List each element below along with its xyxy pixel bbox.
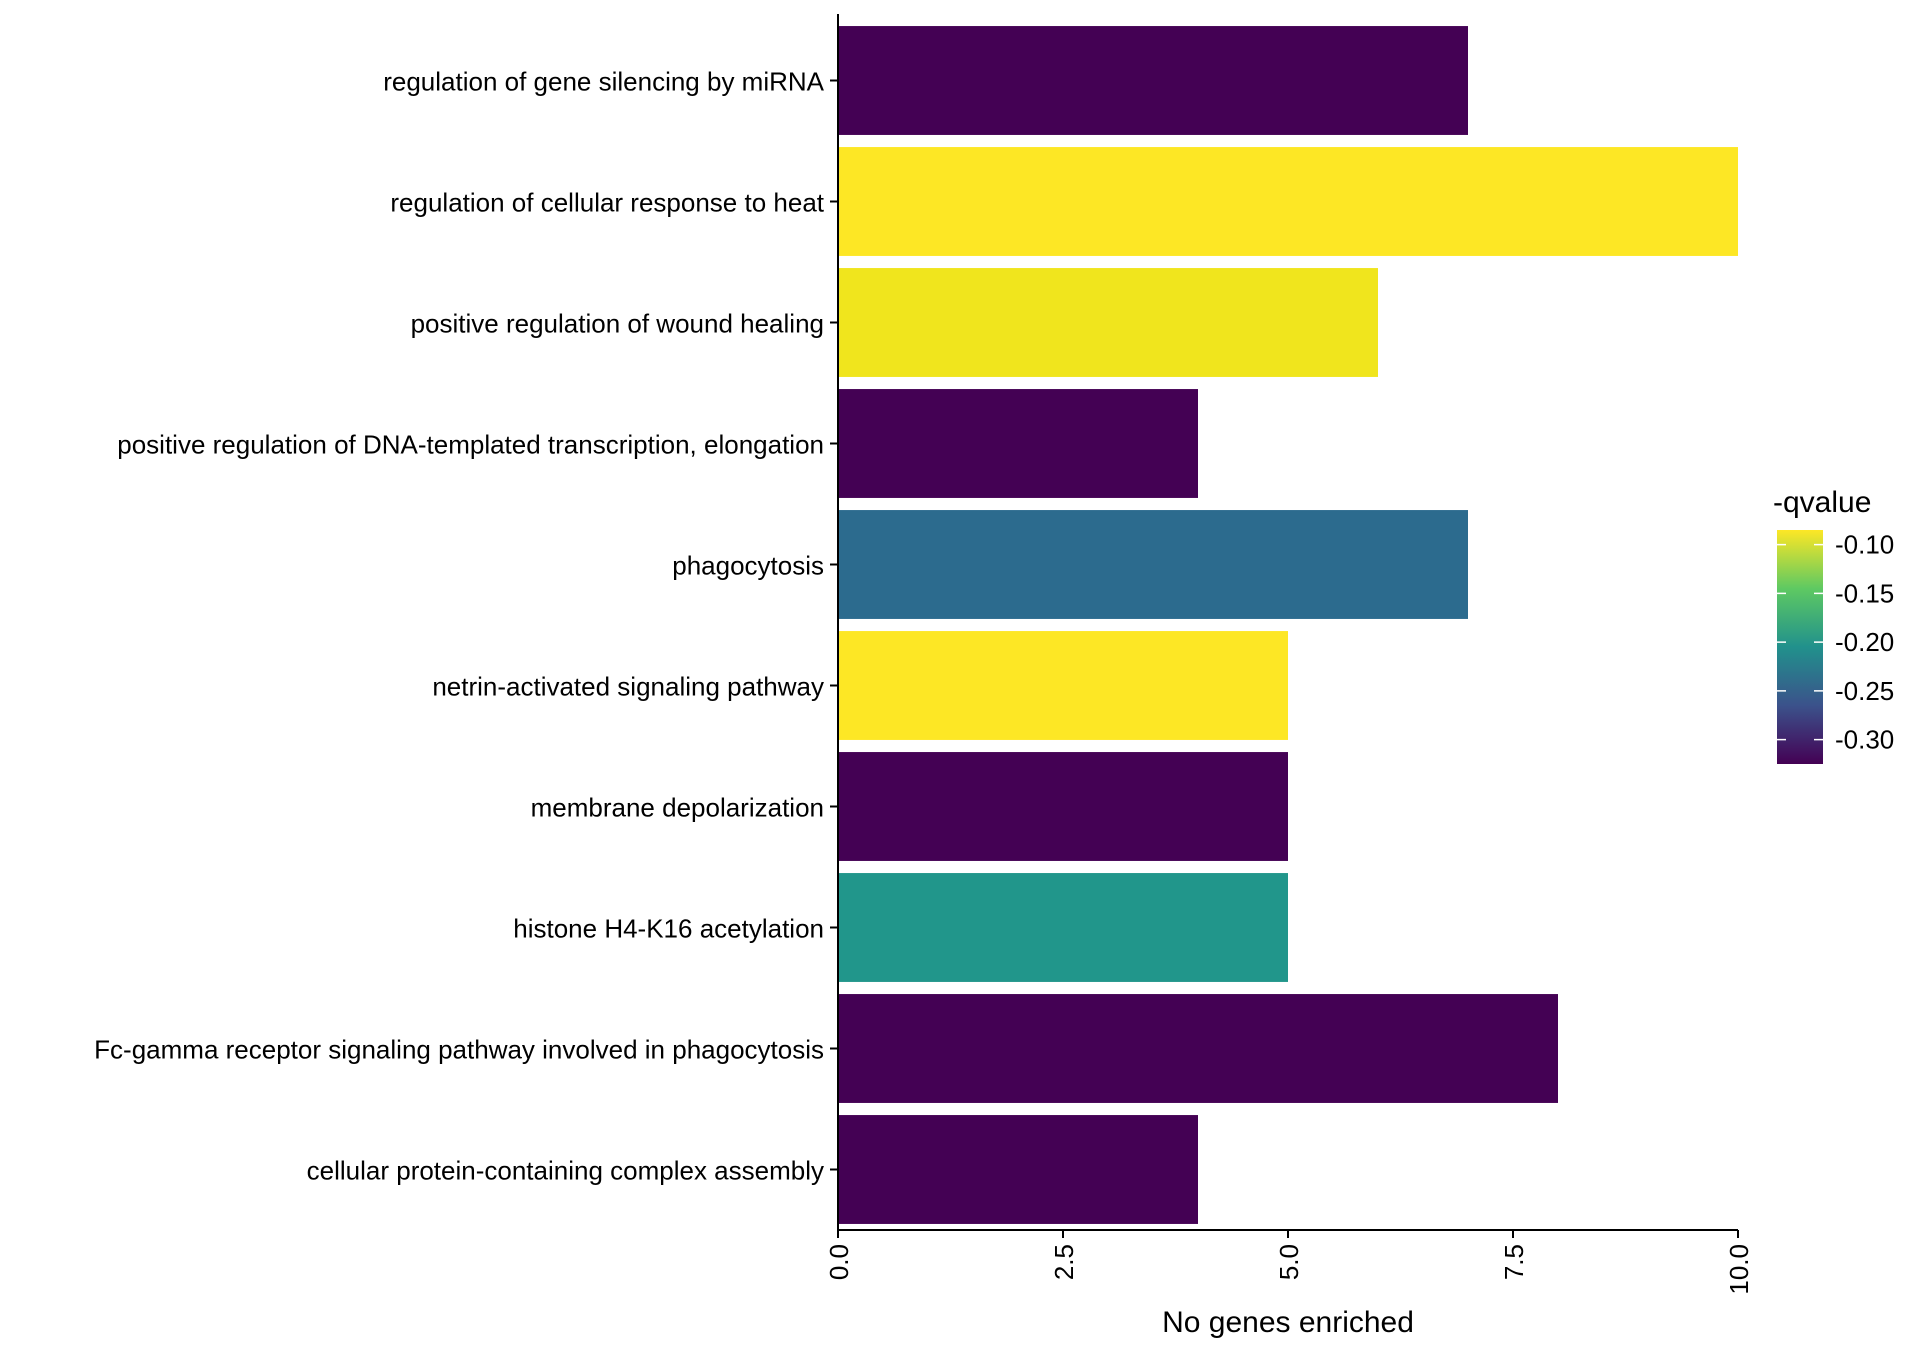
bar	[838, 873, 1288, 982]
bar	[838, 389, 1198, 498]
bar	[838, 268, 1378, 377]
legend-tick-label: -0.10	[1835, 530, 1894, 560]
bar	[838, 147, 1738, 256]
y-tick-label: positive regulation of DNA-templated tra…	[117, 430, 824, 460]
x-tick-label: 2.5	[1049, 1244, 1079, 1280]
y-tick-label: netrin-activated signaling pathway	[432, 672, 824, 702]
bar	[838, 631, 1288, 740]
bars-layer	[838, 26, 1738, 1224]
y-tick-label: cellular protein-containing complex asse…	[307, 1156, 824, 1186]
y-tick-label: positive regulation of wound healing	[411, 309, 824, 339]
y-tick-label: Fc-gamma receptor signaling pathway invo…	[94, 1035, 824, 1065]
x-tick-label: 0.0	[824, 1244, 854, 1280]
legend-color-bar	[1777, 530, 1823, 764]
y-tick-label: histone H4-K16 acetylation	[513, 914, 824, 944]
legend-tick-label: -0.30	[1835, 725, 1894, 755]
y-axis: regulation of gene silencing by miRNA reg…	[94, 14, 839, 1230]
x-tick-label: 10.0	[1724, 1244, 1754, 1295]
legend-title: -qvalue	[1773, 486, 1871, 519]
y-tick-label: regulation of cellular response to heat	[390, 188, 824, 218]
x-tick-label: 5.0	[1274, 1244, 1304, 1280]
legend-tick-label: -0.25	[1835, 676, 1894, 706]
color-legend: -qvalue -0.10 -0.15 -0.20 -0.25 -0.30	[1773, 486, 1894, 764]
bar	[838, 1115, 1198, 1224]
y-tick-label: phagocytosis	[672, 551, 824, 581]
bar	[838, 510, 1468, 619]
bar	[838, 994, 1558, 1103]
y-tick-label: membrane depolarization	[531, 793, 824, 823]
x-tick-label: 7.5	[1499, 1244, 1529, 1280]
bar	[838, 26, 1468, 135]
bar	[838, 752, 1288, 861]
x-axis: 0.0 2.5 5.0 7.5 10.0	[824, 1229, 1754, 1295]
y-tick-label: regulation of gene silencing by miRNA	[383, 67, 824, 97]
x-axis-title: No genes enriched	[1162, 1306, 1414, 1339]
legend-tick-label: -0.20	[1835, 627, 1894, 657]
legend-ticks: -0.10 -0.15 -0.20 -0.25 -0.30	[1777, 530, 1894, 755]
legend-tick-label: -0.15	[1835, 578, 1894, 608]
